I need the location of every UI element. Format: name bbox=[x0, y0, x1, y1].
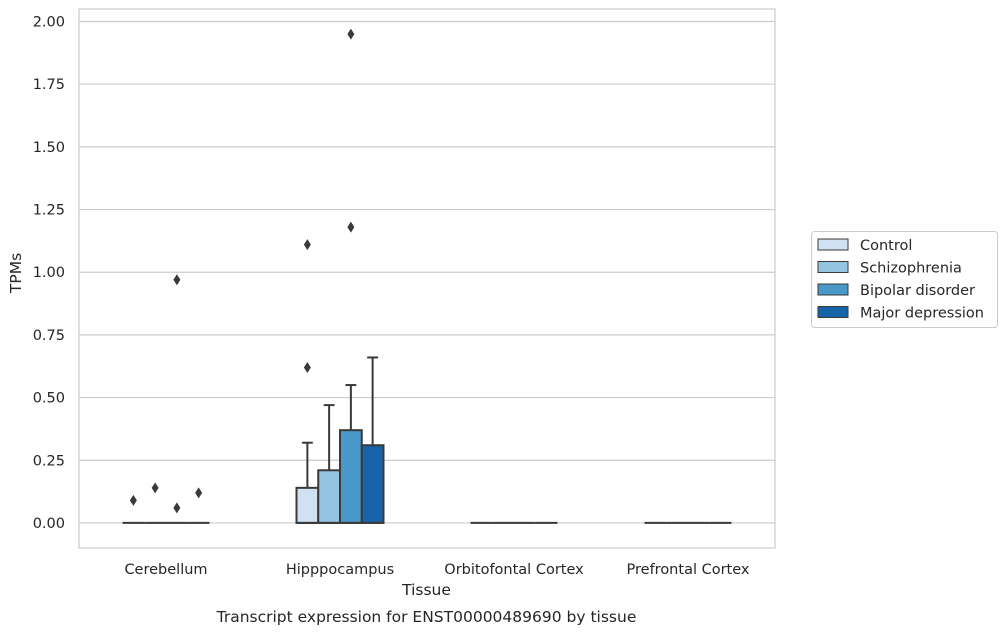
y-tick-label: 2.00 bbox=[33, 15, 65, 31]
box bbox=[295, 486, 320, 524]
outlier-point bbox=[151, 482, 159, 494]
x-tick-label: Prefrontal Cortex bbox=[627, 562, 750, 578]
series-group bbox=[187, 356, 732, 524]
y-tick-label: 1.00 bbox=[33, 265, 65, 281]
y-tick-label: 0.00 bbox=[33, 516, 65, 532]
legend: Control Schizophrenia Bipolar disorder Majo… bbox=[811, 231, 998, 328]
x-tick-label: Hipppocampus bbox=[286, 562, 394, 578]
y-tick-label: 1.25 bbox=[33, 203, 65, 219]
outlier-point bbox=[195, 487, 203, 499]
outlier-point bbox=[347, 221, 355, 233]
outlier-point bbox=[303, 361, 311, 373]
y-tick-label: 0.25 bbox=[33, 453, 65, 469]
y-tick-label: 0.50 bbox=[33, 391, 65, 407]
x-axis-title: Tissue bbox=[401, 581, 451, 599]
chart-caption: Transcript expression for ENST0000048969… bbox=[216, 608, 637, 626]
x-tick-label: Cerebellum bbox=[124, 562, 207, 578]
y-axis-title: TPMs bbox=[7, 253, 25, 294]
legend-label: Major depression bbox=[860, 306, 984, 322]
box bbox=[317, 469, 341, 524]
y-tick-label: 0.75 bbox=[33, 328, 65, 344]
y-tick-label: 1.50 bbox=[33, 140, 65, 156]
legend-items: Control Schizophrenia Bipolar disorder Majo… bbox=[817, 238, 984, 322]
y-tick-label: 1.75 bbox=[33, 77, 65, 93]
plot-frame bbox=[78, 8, 776, 549]
legend-swatch bbox=[817, 238, 849, 251]
legend-swatch bbox=[817, 283, 849, 296]
box-marks bbox=[122, 28, 732, 524]
legend-label: Control bbox=[860, 238, 912, 254]
grid-lines bbox=[79, 20, 775, 524]
legend-swatch bbox=[817, 306, 849, 318]
outlier-point bbox=[347, 28, 355, 40]
series-group bbox=[122, 239, 667, 524]
legend-swatch bbox=[817, 261, 849, 273]
y-axis-ticks: 0.00 0.25 0.50 0.75 1.00 1.25 1.50 1.75 2.00 bbox=[33, 15, 65, 532]
box bbox=[360, 444, 385, 524]
series-group bbox=[144, 404, 688, 524]
outlier-point bbox=[303, 239, 311, 251]
x-axis-ticks: Cerebellum Hipppocampus Orbitofontal Corte… bbox=[124, 562, 749, 578]
outlier-point bbox=[173, 502, 181, 514]
legend-frame bbox=[811, 231, 998, 328]
legend-label: Bipolar disorder bbox=[860, 283, 975, 299]
series-group bbox=[166, 28, 710, 524]
legend-label: Schizophrenia bbox=[860, 261, 962, 277]
box bbox=[339, 429, 363, 524]
outlier-point bbox=[173, 274, 181, 286]
outlier-point bbox=[129, 494, 137, 506]
x-tick-label: Orbitofontal Cortex bbox=[444, 562, 584, 578]
